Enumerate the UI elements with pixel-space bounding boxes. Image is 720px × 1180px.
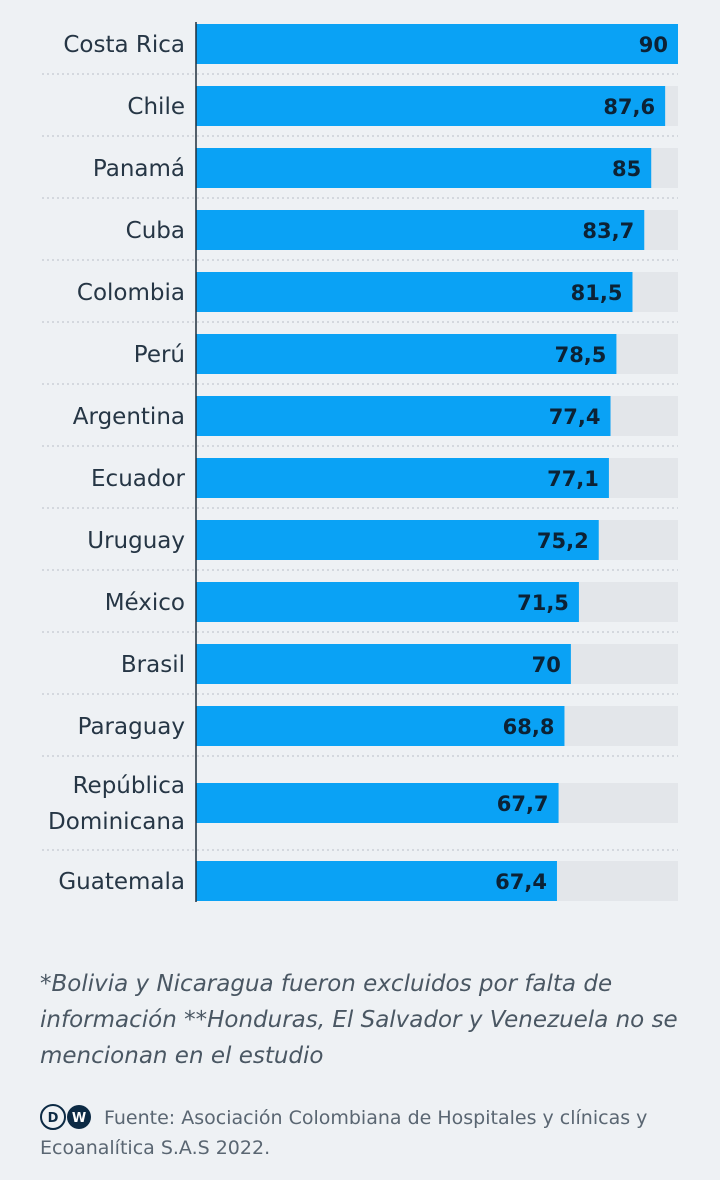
category-label: Perú: [134, 342, 185, 368]
data-label: 85: [612, 157, 641, 181]
bar: [196, 334, 617, 374]
bar-chart: Costa Rica 90 Chile 87,6 Panamá 85 Cuba 83,7 Col…: [42, 22, 678, 902]
data-label: 70: [532, 653, 561, 677]
bar: [196, 86, 666, 126]
data-label: 71,5: [517, 591, 569, 615]
bar: [196, 783, 559, 823]
data-label: 75,2: [537, 529, 589, 553]
category-label: Brasil: [121, 652, 185, 678]
category-label: Chile: [127, 94, 185, 120]
category-label: Panamá: [93, 156, 185, 182]
bar: [196, 582, 579, 622]
bar: [196, 644, 571, 684]
dw-logo-icon: D W: [40, 1104, 91, 1130]
data-label: 77,4: [549, 405, 601, 429]
category-label: Dominicana: [48, 809, 185, 835]
bar: [196, 24, 678, 64]
data-label: 67,7: [497, 792, 549, 816]
data-label: 77,1: [547, 467, 599, 491]
data-label: 83,7: [582, 219, 634, 243]
bar: [196, 148, 652, 188]
footnote: *Bolivia y Nicaragua fueron excluidos po…: [40, 971, 678, 1069]
category-label: Ecuador: [91, 466, 186, 492]
source-line: D W Fuente: Asociación Colombiana de Hos…: [40, 1103, 690, 1163]
data-label: 68,8: [503, 715, 555, 739]
bar: [196, 396, 611, 436]
category-label: Cuba: [126, 218, 185, 244]
category-label: Colombia: [77, 280, 185, 306]
svg-text:W: W: [72, 1111, 86, 1126]
category-label: República: [73, 773, 185, 799]
svg-text:D: D: [48, 1111, 59, 1126]
bar: [196, 458, 609, 498]
category-label: Argentina: [73, 404, 185, 430]
data-label: 67,4: [495, 870, 547, 894]
data-label: 90: [639, 33, 668, 57]
data-label: 81,5: [571, 281, 623, 305]
category-label: México: [105, 590, 185, 616]
bar: [196, 706, 565, 746]
data-label: 78,5: [555, 343, 607, 367]
bar: [196, 272, 633, 312]
bar: [196, 210, 645, 250]
data-label: 87,6: [603, 95, 655, 119]
category-label: Uruguay: [87, 528, 185, 554]
bar: [196, 861, 557, 901]
bar: [196, 520, 599, 560]
source-text: Fuente: Asociación Colombiana de Hospita…: [40, 1107, 648, 1159]
category-label: Paraguay: [78, 714, 185, 740]
category-label: Guatemala: [58, 869, 185, 895]
category-label: Costa Rica: [63, 32, 185, 58]
